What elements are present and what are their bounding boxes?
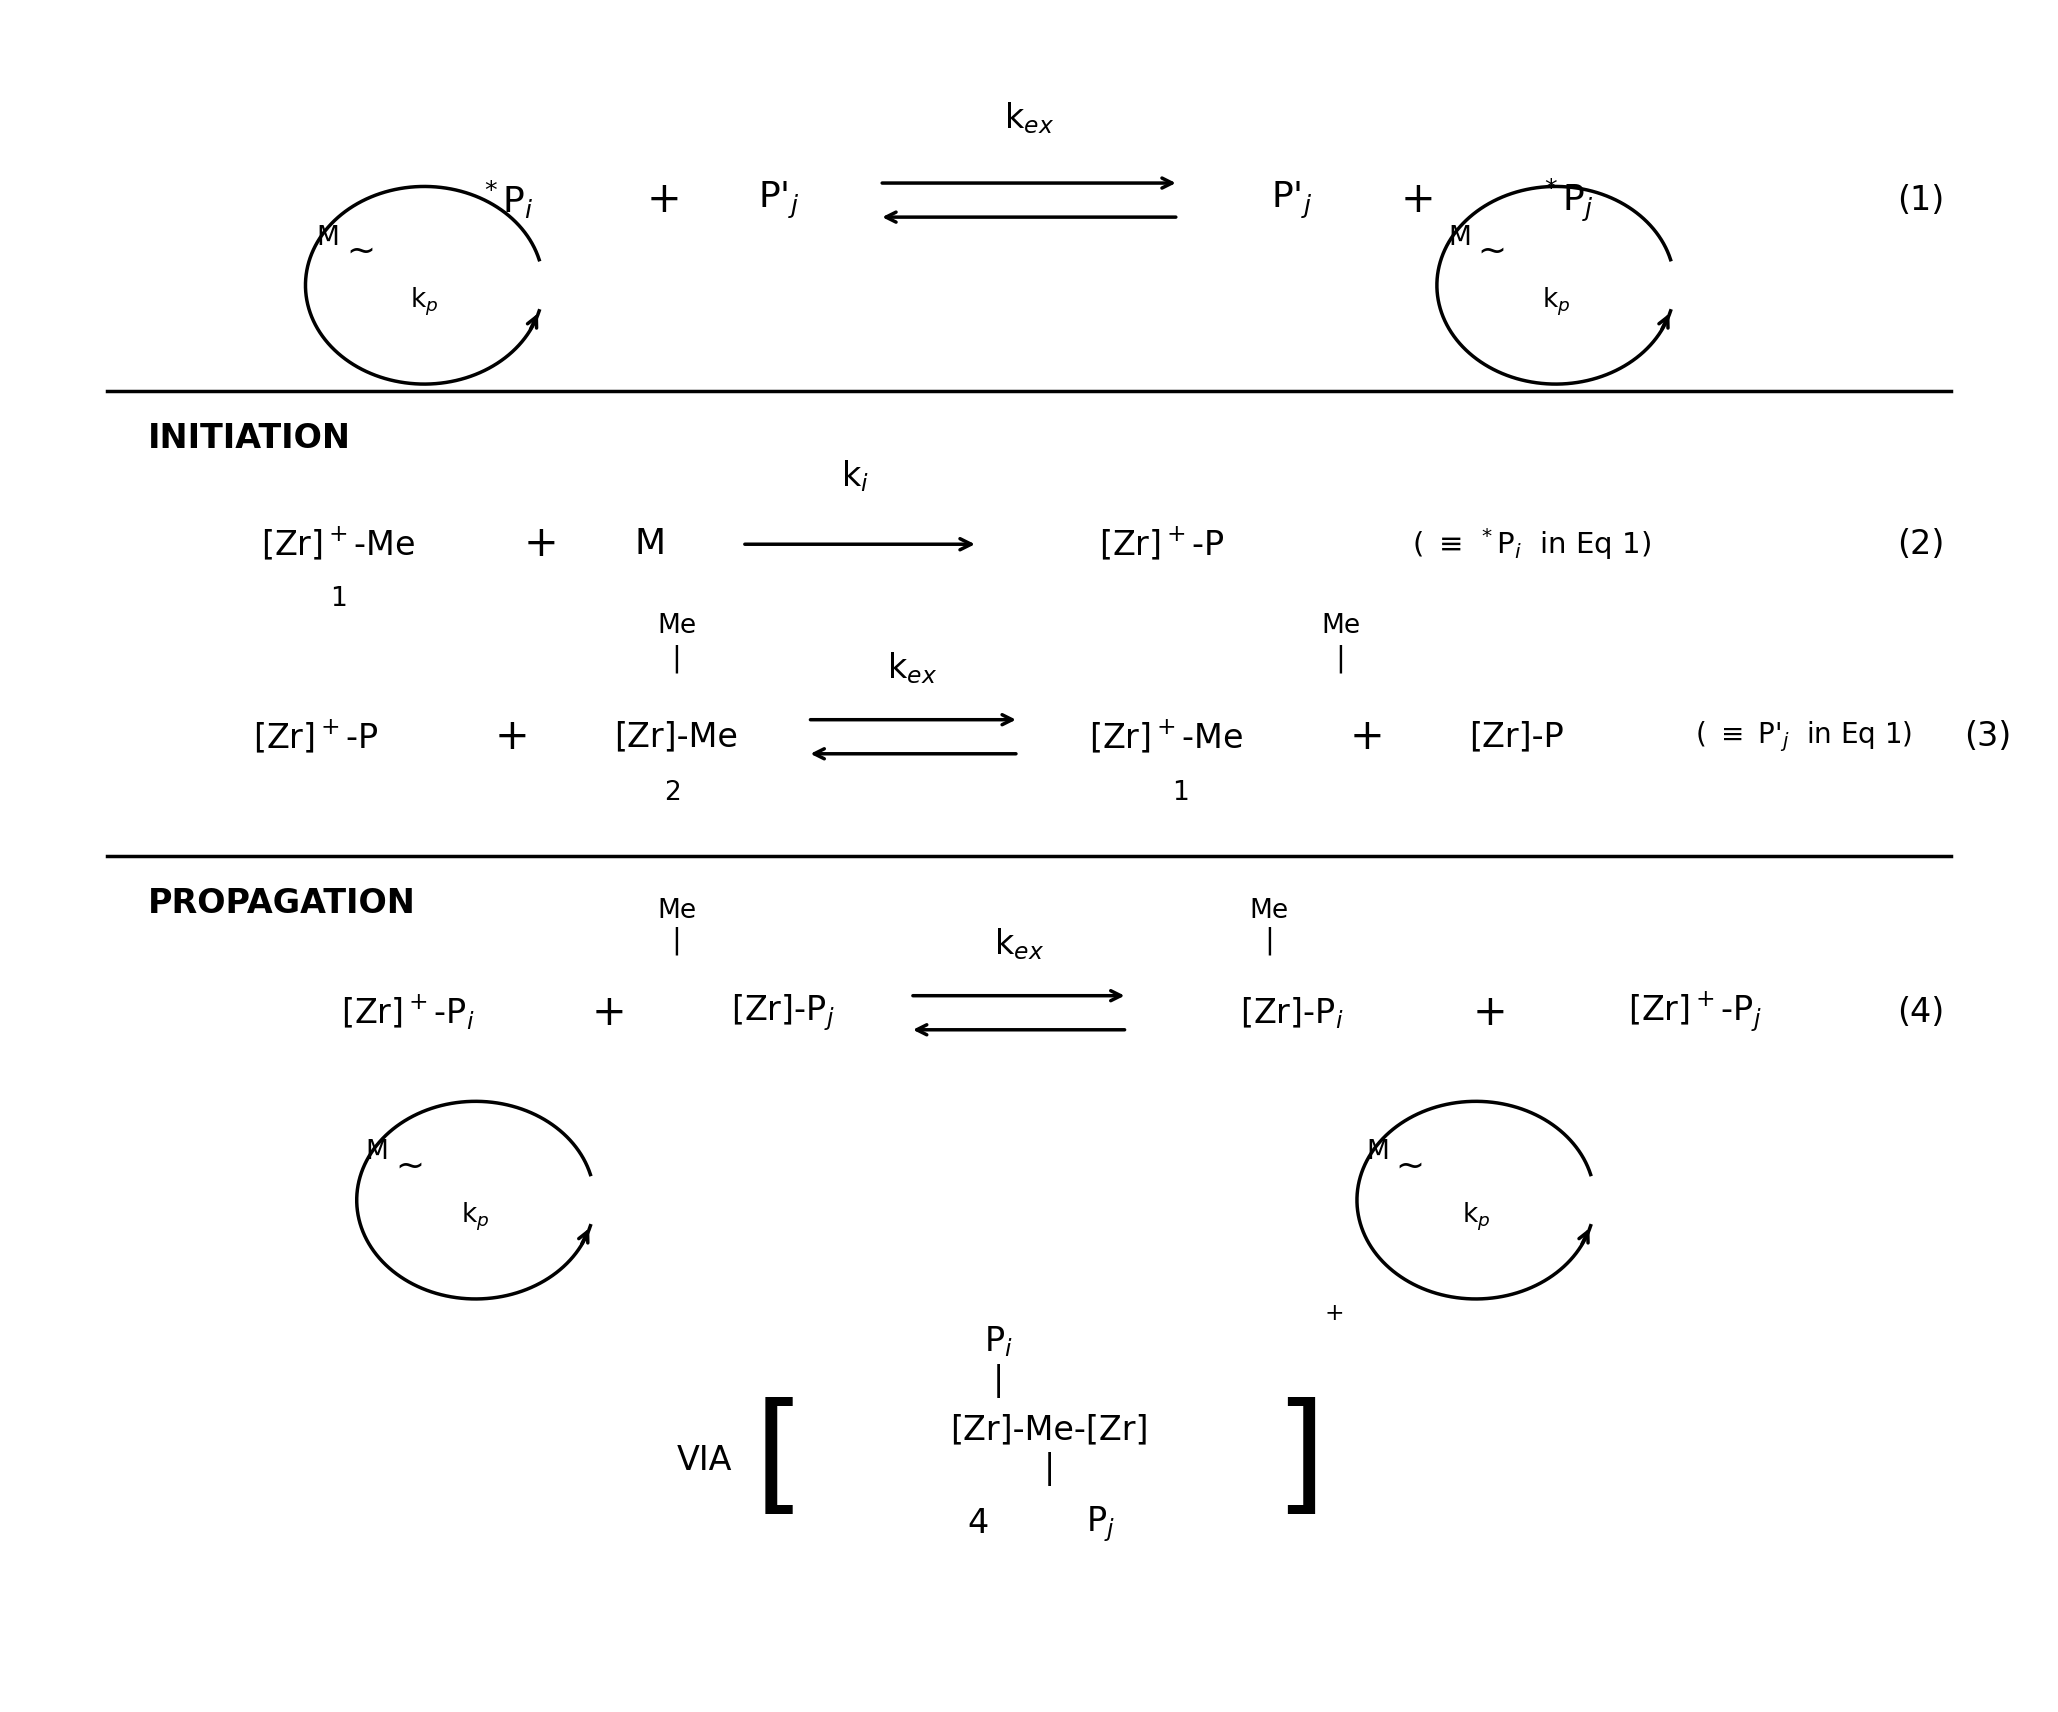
Text: k$_{ex}$: k$_{ex}$ [887, 651, 936, 687]
Text: $^*$P$_i$: $^*$P$_i$ [480, 180, 533, 221]
Text: [Zr]$^+$-P: [Zr]$^+$-P [1099, 526, 1225, 563]
Text: Me: Me [1321, 613, 1360, 639]
Text: [Zr]-P$_j$: [Zr]-P$_j$ [731, 993, 836, 1032]
Text: Me: Me [657, 897, 696, 923]
Text: 4: 4 [967, 1507, 988, 1541]
Text: k$_p$: k$_p$ [1461, 1202, 1490, 1233]
Text: [: [ [753, 1397, 805, 1524]
Text: [Zr]$^+$-P: [Zr]$^+$-P [253, 719, 379, 755]
Text: 1: 1 [329, 586, 346, 611]
Text: 1: 1 [1173, 781, 1190, 806]
Text: INITIATION: INITIATION [148, 423, 350, 455]
Text: |: | [671, 644, 681, 673]
Text: +: + [591, 991, 626, 1034]
Text: +: + [1350, 716, 1385, 758]
Text: Me: Me [657, 613, 696, 639]
Text: (2): (2) [1897, 527, 1945, 562]
Text: VIA: VIA [677, 1445, 733, 1477]
Text: (1): (1) [1897, 183, 1945, 217]
Text: |: | [1336, 644, 1346, 673]
Text: P$'_j$: P$'_j$ [759, 180, 799, 221]
Text: P$_i$: P$_i$ [984, 1323, 1013, 1359]
Text: k$_i$: k$_i$ [842, 459, 868, 495]
Text: (3): (3) [1965, 721, 2013, 753]
Text: ~: ~ [1478, 235, 1506, 269]
Text: M: M [634, 527, 665, 562]
Text: +: + [1474, 991, 1509, 1034]
Text: M: M [317, 224, 340, 250]
Text: [Zr]-Me: [Zr]-Me [615, 721, 739, 753]
Text: ]: ] [1274, 1397, 1325, 1524]
Text: M: M [1367, 1140, 1389, 1166]
Text: P$_j$: P$_j$ [1087, 1503, 1115, 1544]
Text: |: | [1264, 926, 1274, 955]
Text: [Zr]$^+$-Me: [Zr]$^+$-Me [1089, 719, 1243, 755]
Text: k$_{ex}$: k$_{ex}$ [994, 926, 1043, 962]
Text: [Zr]-Me-[Zr]: [Zr]-Me-[Zr] [951, 1414, 1148, 1447]
Text: ( $\equiv$ $^*$P$_i$  in Eq 1): ( $\equiv$ $^*$P$_i$ in Eq 1) [1412, 526, 1651, 562]
Text: k$_p$: k$_p$ [1541, 286, 1570, 318]
Text: ~: ~ [395, 1149, 424, 1183]
Text: ~: ~ [1395, 1149, 1424, 1183]
Text: P$'_j$: P$'_j$ [1272, 180, 1311, 221]
Text: |: | [1043, 1452, 1056, 1486]
Text: k$_{ex}$: k$_{ex}$ [1004, 101, 1054, 137]
Text: M: M [1449, 224, 1471, 250]
Text: $^*$P$_j$: $^*$P$_j$ [1539, 176, 1593, 224]
Text: ( $\equiv$ P$'_j$  in Eq 1): ( $\equiv$ P$'_j$ in Eq 1) [1696, 719, 1912, 753]
Text: [Zr]$^+$-P$_i$: [Zr]$^+$-P$_i$ [342, 993, 475, 1032]
Text: M: M [366, 1140, 389, 1166]
Text: |: | [992, 1364, 1004, 1397]
Text: k$_p$: k$_p$ [410, 286, 438, 318]
Text: +: + [1401, 180, 1436, 221]
Text: +: + [496, 716, 529, 758]
Text: [Zr]-P$_i$: [Zr]-P$_i$ [1239, 995, 1344, 1031]
Text: 2: 2 [665, 781, 681, 806]
Text: (4): (4) [1897, 996, 1945, 1029]
Text: k$_p$: k$_p$ [461, 1202, 490, 1233]
Text: $^+$: $^+$ [1321, 1306, 1344, 1339]
Text: +: + [646, 180, 681, 221]
Text: [Zr]-P: [Zr]-P [1469, 721, 1564, 753]
Text: Me: Me [1249, 897, 1288, 923]
Text: +: + [525, 524, 558, 565]
Text: PROPAGATION: PROPAGATION [148, 887, 416, 921]
Text: [Zr]$^+$-P$_j$: [Zr]$^+$-P$_j$ [1628, 991, 1762, 1034]
Text: |: | [671, 926, 681, 955]
Text: ~: ~ [346, 235, 375, 269]
Text: [Zr]$^+$-Me: [Zr]$^+$-Me [261, 526, 416, 563]
